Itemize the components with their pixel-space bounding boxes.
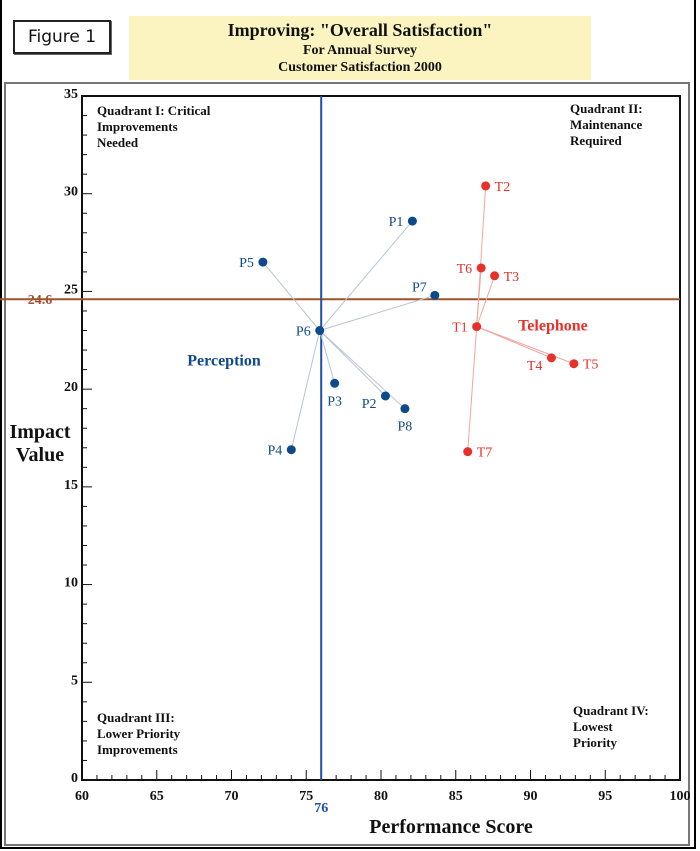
- x-tick-label: 65: [150, 789, 164, 804]
- quadrant-II-label: Required: [570, 133, 623, 148]
- x-axis-title: Performance Score: [369, 816, 533, 838]
- x-tick-label: 100: [670, 789, 691, 804]
- connector-t6: [476, 267, 482, 327]
- point-label-t6: T6: [457, 262, 473, 277]
- point-label-p3: P3: [327, 394, 342, 409]
- connector-p5: [262, 261, 321, 331]
- point-p6: [315, 326, 325, 336]
- y-axis-title: Value: [16, 444, 64, 466]
- connector-p3: [319, 330, 336, 384]
- point-t5: [569, 359, 579, 369]
- quadrant-I-label: Improvements: [97, 119, 178, 134]
- quadrant-I-label: Needed: [97, 135, 139, 150]
- series-label-telephone: Telephone: [518, 318, 588, 335]
- quadrant-III-label: Improvements: [97, 742, 178, 757]
- quadrant-III-label: Quadrant III:: [97, 710, 175, 725]
- y-tick-label: 10: [64, 576, 78, 591]
- quadrant-I-label: Quadrant I: Critical: [97, 103, 211, 118]
- point-p1: [407, 216, 417, 226]
- threshold-label-impact: 24.6: [28, 293, 53, 308]
- chart-subtitle-1: For Annual Survey: [302, 43, 418, 58]
- point-label-t2: T2: [495, 180, 511, 195]
- point-label-p5: P5: [239, 256, 254, 271]
- point-label-t1: T1: [452, 321, 468, 336]
- quadrant-II-label: Maintenance: [570, 117, 642, 132]
- thresholds: 24.6 76: [0, 96, 680, 816]
- y-tick-label: 15: [64, 478, 78, 493]
- point-p5: [258, 257, 268, 267]
- point-p4: [286, 445, 296, 455]
- title-box: Improving: "Overall Satisfaction" For An…: [129, 16, 591, 80]
- plot-area: [81, 95, 681, 781]
- quadrant-II-label: Quadrant II:: [570, 101, 643, 116]
- points: [258, 181, 579, 457]
- connectors: [262, 185, 575, 452]
- labels: P1 P2 P3 P4 P5 P6 P7 P8 Perception T1 T2 T3 T4 T5 T6 T7…: [187, 180, 598, 461]
- point-label-p6: P6: [296, 325, 311, 340]
- point-label-p7: P7: [412, 280, 427, 295]
- point-label-t3: T3: [504, 270, 520, 285]
- connector-p4: [290, 330, 321, 450]
- point-label-p4: P4: [268, 444, 283, 459]
- point-label-t7: T7: [477, 446, 493, 461]
- point-t3: [490, 271, 500, 281]
- point-label-t4: T4: [527, 359, 543, 374]
- connector-p7: [319, 294, 435, 331]
- point-t4: [546, 353, 556, 363]
- point-t7: [463, 447, 473, 457]
- connector-t3: [476, 275, 496, 327]
- x-tick-label: 80: [374, 789, 388, 804]
- y-tick-label: 30: [64, 185, 78, 200]
- y-tick-label: 25: [64, 282, 78, 297]
- x-tick-label: 75: [299, 789, 313, 804]
- point-p3: [330, 378, 340, 388]
- quadrant-IV-label: Priority: [573, 735, 618, 750]
- point-t6: [476, 263, 486, 273]
- point-t1: [472, 322, 482, 332]
- connector-p1: [319, 220, 413, 331]
- y-tick-label: 5: [71, 673, 78, 688]
- x-tick-label: 70: [225, 789, 239, 804]
- series-label-perception: Perception: [187, 353, 261, 370]
- connector-p8: [319, 330, 406, 410]
- point-p8: [400, 404, 410, 414]
- x-tick-label: 85: [449, 789, 463, 804]
- quadrant-IV-label: Lowest: [573, 719, 613, 734]
- figure-label: Figure 1: [13, 20, 111, 54]
- connector-t7: [467, 326, 478, 452]
- point-label-p1: P1: [389, 215, 404, 230]
- chart-subtitle-2: Customer Satisfaction 2000: [278, 60, 442, 75]
- x-tick-label: 60: [75, 789, 89, 804]
- x-tick-label: 95: [598, 789, 612, 804]
- threshold-label-performance: 76: [314, 801, 328, 816]
- point-label-p8: P8: [398, 420, 413, 435]
- chart-title: Improving: "Overall Satisfaction": [227, 20, 493, 40]
- point-p2: [380, 391, 390, 401]
- point-label-t5: T5: [583, 358, 599, 373]
- x-tick-label: 90: [524, 789, 538, 804]
- quadrant-III-label: Lower Priority: [97, 726, 181, 741]
- point-p7: [430, 290, 440, 300]
- connector-t5: [476, 326, 575, 365]
- chart-frame: [4, 82, 690, 846]
- y-tick-label: 20: [64, 380, 78, 395]
- point-t2: [481, 181, 491, 191]
- quadrant-IV-label: Quadrant IV:: [573, 703, 649, 718]
- axes: 60 65 70 75 80 85 90 95 100 0 5 10 15 20 25 30 35 Perform…: [9, 87, 690, 838]
- y-tick-label: 35: [64, 87, 78, 102]
- y-tick-label: 0: [71, 771, 78, 786]
- point-label-p2: P2: [362, 397, 377, 412]
- connector-p2: [319, 330, 386, 397]
- y-axis-title: Impact: [9, 421, 70, 443]
